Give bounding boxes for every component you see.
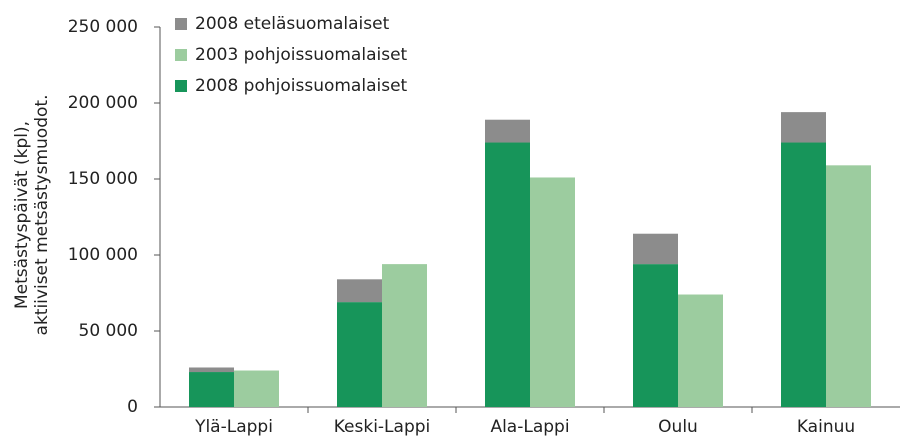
bar: [189, 367, 234, 373]
bar: [781, 142, 826, 407]
legend-label: 2003 pohjoissuomalaiset: [195, 45, 408, 65]
bar: [337, 302, 382, 407]
x-tick-label: Oulu: [658, 417, 698, 437]
bar: [382, 264, 427, 407]
y-tick-label: 100 000: [68, 245, 138, 265]
y-axis-title: aktiiviset metsästysmuodot.: [32, 95, 52, 336]
y-tick-label: 0: [127, 397, 138, 417]
legend-swatch: [175, 49, 187, 61]
y-tick-label: 250 000: [68, 17, 138, 37]
bar: [485, 142, 530, 407]
x-tick-label: Keski-Lappi: [334, 417, 431, 437]
legend-swatch: [175, 18, 187, 30]
y-tick-label: 150 000: [68, 169, 138, 189]
y-axis-title: Metsästyspäivät (kpl),: [12, 121, 32, 309]
bar: [633, 233, 678, 265]
x-tick-label: Ala-Lappi: [490, 417, 569, 437]
x-tick-label: Kainuu: [797, 417, 855, 437]
y-tick-label: 50 000: [79, 321, 138, 341]
legend-swatch: [175, 80, 187, 92]
bar: [678, 294, 723, 407]
bar: [337, 279, 382, 303]
y-tick-label: 200 000: [68, 93, 138, 113]
bar: [189, 372, 234, 407]
bar: [530, 177, 575, 407]
x-tick-label: Ylä-Lappi: [194, 417, 273, 437]
bar: [826, 165, 871, 407]
legend-label: 2008 pohjoissuomalaiset: [195, 76, 408, 96]
bar: [485, 119, 530, 143]
bar: [781, 112, 826, 143]
bar: [234, 370, 279, 407]
legend-label: 2008 eteläsuomalaiset: [195, 14, 390, 34]
bar: [633, 264, 678, 407]
